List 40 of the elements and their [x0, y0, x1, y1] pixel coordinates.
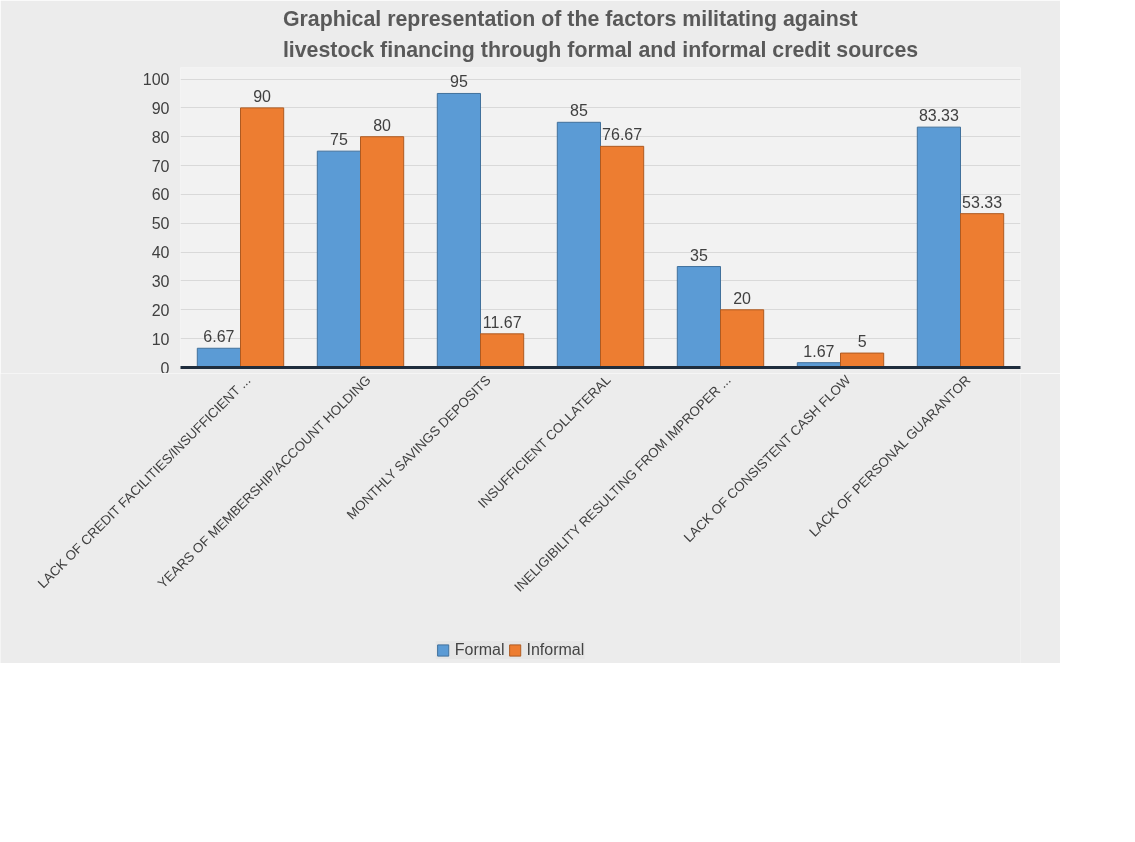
data-label: 95	[450, 73, 468, 91]
data-label: 76.67	[602, 126, 643, 144]
bar	[720, 309, 765, 368]
y-tick-label: 50	[151, 215, 170, 233]
data-label: 20	[733, 289, 752, 307]
bar	[436, 92, 481, 368]
legend-label: Formal	[454, 641, 505, 659]
chart-title: Graphical representation of the factors militating against livestock financing through formal and informal credit sources	[282, 7, 919, 63]
data-label: 35	[690, 246, 708, 264]
data-label: 1.67	[803, 342, 835, 360]
y-tick-label: 60	[151, 186, 170, 204]
bar	[676, 266, 721, 368]
legend-label: Informal	[526, 641, 585, 659]
y-tick-label: 80	[151, 128, 170, 146]
y-tick-label: 0	[160, 359, 170, 377]
bar	[316, 150, 361, 368]
bar	[556, 121, 601, 368]
y-tick-label: 40	[151, 244, 170, 262]
data-label: 80	[373, 116, 392, 134]
data-label: 11.67	[482, 313, 522, 331]
y-tick-label: 20	[151, 301, 170, 319]
y-tick-label: 30	[151, 272, 170, 290]
y-tick-label: 10	[151, 330, 170, 348]
y-tick-label: 70	[151, 157, 170, 175]
data-label: 90	[253, 87, 272, 105]
data-label: 85	[570, 102, 588, 120]
data-label: 75	[330, 131, 348, 149]
bar	[600, 145, 645, 368]
data-label: 5	[857, 333, 867, 351]
data-label: 6.67	[203, 328, 235, 346]
bar	[960, 213, 1005, 368]
y-tick-label: 90	[151, 99, 170, 117]
bar	[360, 136, 405, 368]
data-label: 53.33	[962, 193, 1003, 211]
y-tick-label: 100	[142, 71, 170, 89]
data-label: 83.33	[918, 107, 960, 125]
bar	[240, 107, 285, 368]
bar	[480, 333, 525, 368]
bar	[916, 126, 961, 368]
bar	[840, 352, 885, 368]
